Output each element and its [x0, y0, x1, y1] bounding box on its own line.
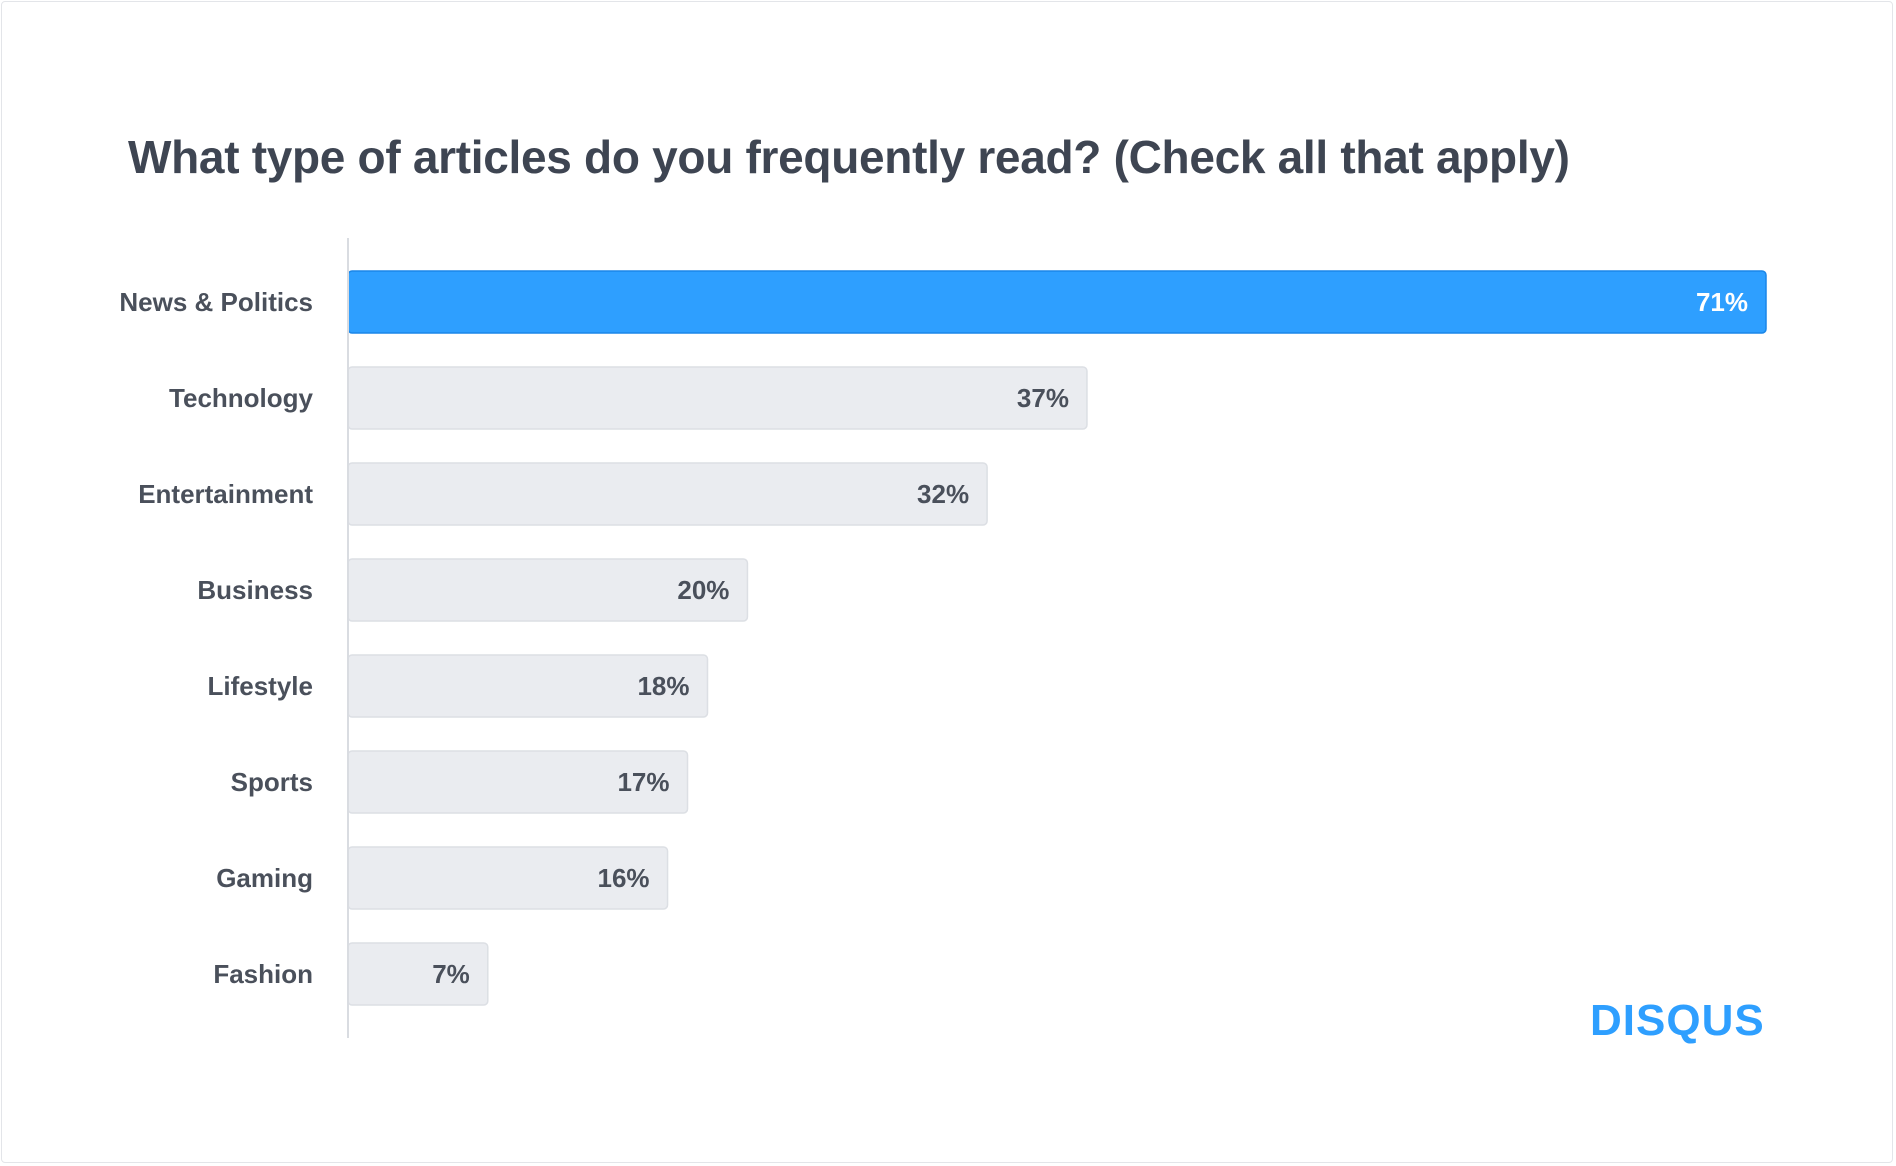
value-label-sports: 17%	[617, 767, 669, 797]
category-label-gaming: Gaming	[216, 863, 313, 893]
value-label-entertainment: 32%	[917, 479, 969, 509]
bar-news-and-politics	[347, 270, 1767, 334]
disqus-logo: DISQUS	[1590, 996, 1765, 1045]
value-label-fashion: 7%	[432, 959, 470, 989]
category-label-business: Business	[197, 575, 313, 605]
category-label-entertainment: Entertainment	[138, 479, 313, 509]
category-label-news-and-politics: News & Politics	[119, 287, 313, 317]
chart-title: What type of articles do you frequently …	[128, 131, 1570, 183]
value-label-business: 20%	[677, 575, 729, 605]
category-label-technology: Technology	[169, 383, 314, 413]
category-label-lifestyle: Lifestyle	[208, 671, 314, 701]
bar-group: News & Politics 71% Technology 37% Entertain…	[119, 270, 1767, 1006]
bar-technology	[347, 366, 1088, 430]
value-label-news-and-politics: 71%	[1696, 287, 1748, 317]
category-label-sports: Sports	[231, 767, 313, 797]
category-label-fashion: Fashion	[213, 959, 313, 989]
bar-entertainment	[347, 462, 988, 526]
value-label-lifestyle: 18%	[637, 671, 689, 701]
value-label-technology: 37%	[1017, 383, 1069, 413]
value-label-gaming: 16%	[598, 863, 650, 893]
